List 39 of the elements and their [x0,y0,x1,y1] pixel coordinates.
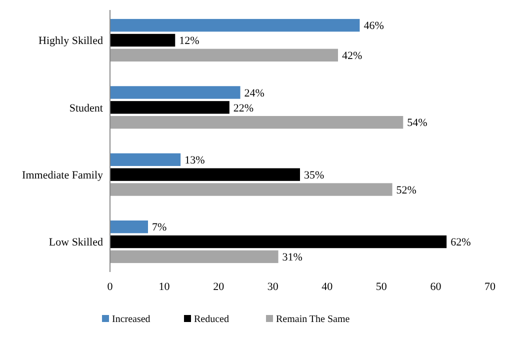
x-tick-label: 40 [322,281,334,293]
data-label: 13% [184,154,205,167]
bar [110,250,278,264]
x-tick-label: 30 [267,281,279,293]
x-tick-label: 10 [158,281,170,293]
x-tick-label: 20 [213,281,225,293]
data-label: 62% [450,236,471,249]
data-label: 31% [282,252,302,264]
x-tick-label: 70 [484,281,496,293]
x-tick-label: 0 [107,281,114,293]
bar [110,18,360,32]
bar [110,116,404,129]
legend-label: Reduced [194,314,229,325]
bar [110,220,148,234]
bar [110,34,176,47]
y-tick-label: Low Skilled [48,236,104,249]
bar [110,168,300,181]
bar [110,153,181,166]
data-label: 52% [396,184,416,196]
x-tick-label: 60 [430,281,442,293]
data-label: 54% [407,117,428,130]
y-tick-label: Immediate Family [22,169,104,182]
data-label: 7% [152,222,167,234]
data-label: 24% [244,87,264,100]
bar [110,101,230,114]
bar [110,48,338,62]
y-tick-label: Student [69,102,103,114]
bar [110,86,240,99]
legend-label: Increased [112,314,150,325]
y-tick-label: Highly Skilled [38,35,104,48]
data-label: 12% [179,35,200,48]
data-label: 22% [233,102,254,114]
data-label: 46% [364,20,384,32]
legend-label: Remain The Same [276,314,350,325]
x-tick-label: 50 [376,281,388,293]
bar [110,235,447,248]
data-label: 42% [342,50,362,62]
data-label: 35% [304,169,324,182]
bar [110,183,392,196]
